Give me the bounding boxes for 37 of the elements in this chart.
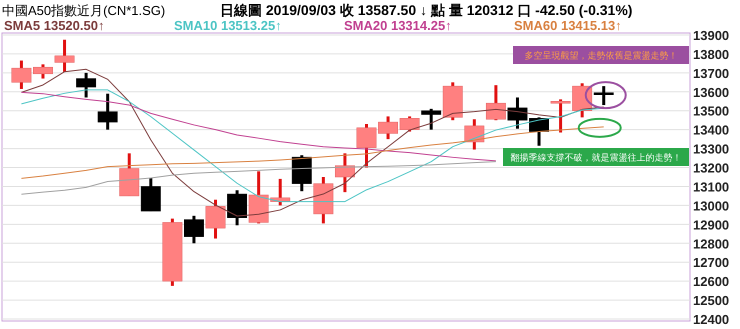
y-tick-label: 12700 (693, 255, 730, 270)
candlestick (184, 216, 204, 244)
y-tick-label: 12600 (693, 274, 730, 290)
y-tick-label: 13600 (693, 84, 730, 100)
line-series (20, 92, 496, 162)
y-tick-label: 12800 (693, 236, 730, 252)
text: SMA5 13520.50↑ (4, 18, 104, 33)
y-tick-label: 12900 (693, 217, 730, 232)
candlestick (421, 108, 442, 130)
text: SMA10 13513.25↑ (174, 18, 282, 33)
candlestick (98, 94, 118, 130)
y-tick-label: 12500 (693, 293, 730, 308)
y-tick-label: 13700 (693, 66, 730, 81)
y-tick-label: 13100 (693, 179, 730, 194)
candlestick (206, 200, 226, 239)
candlestick (54, 40, 74, 72)
y-tick-label: 12400 (693, 312, 730, 327)
chart-subtitle: 日線圖 2019/09/03 收 13587.50 ↓ 點 量 120312 口 -42.50 (-0.31%) (220, 2, 632, 18)
candlestick (464, 119, 484, 150)
text: SMA20 13314.25↑ (344, 18, 452, 33)
line-series (20, 161, 496, 195)
y-tick-label: 13300 (693, 142, 730, 157)
candlestick (486, 85, 506, 120)
annotation: 翻揚季線支撐不破，就是震盪往上的走勢！ (510, 152, 682, 162)
y-tick-label: 13500 (693, 104, 730, 119)
candlestick (334, 153, 355, 192)
candlestick (227, 190, 248, 226)
y-tick-label: 13800 (693, 46, 730, 62)
y-tick-label: 13900 (693, 28, 730, 43)
candlestick (594, 86, 614, 106)
chart-title: 中國A50指數近月(CN*1.SG) (2, 3, 166, 18)
y-tick-label: 13200 (693, 160, 730, 176)
y-tick-label: 13400 (693, 122, 730, 138)
annotation: 多空呈現觀望，走勢依舊是震盪走勢！ (524, 50, 678, 60)
y-tick-label: 13000 (693, 198, 730, 214)
text: SMA60 13415.13↑ (514, 18, 622, 33)
candlestick (76, 72, 96, 98)
